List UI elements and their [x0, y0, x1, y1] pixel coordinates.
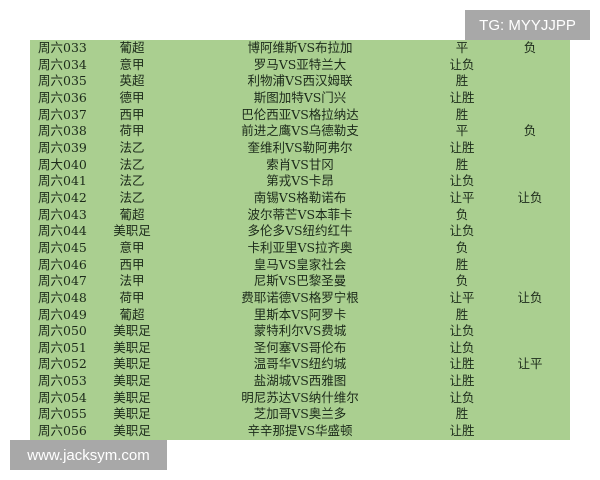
table-row: 周六035 英超 利物浦VS西汉姆联胜 — [38, 73, 469, 89]
match-id: 周六048 — [38, 289, 87, 305]
table-row: 周六049 葡超 里斯本VS阿罗卡胜 — [38, 306, 469, 322]
table-row: 周六050 美职足 蒙特利尔VS费城 让负 — [38, 323, 475, 339]
match-id: 周六035 — [38, 73, 87, 89]
match-id: 周六041 — [38, 173, 87, 189]
table-row: 周六053 美职足 盐湖城VS西雅图 让胜 — [38, 373, 475, 389]
match-id: 周六055 — [38, 406, 87, 422]
table-row: 周六044 美职足 多伦多VS纽约红牛 让负 — [38, 223, 475, 239]
match-id: 周六052 — [38, 356, 87, 372]
watermark-bottom: www.jacksym.com — [10, 440, 167, 470]
match-id: 周六037 — [38, 106, 87, 122]
match-id: 周六036 — [38, 89, 87, 105]
match-id: 周六039 — [38, 139, 87, 155]
match-id: 周六049 — [38, 306, 87, 322]
table-row: 周六045 意甲 卡利亚里VS拉齐奥负 — [38, 239, 469, 255]
match-id: 周六046 — [38, 256, 87, 272]
match-id: 周六034 — [38, 56, 87, 72]
match-id: 周六050 — [38, 323, 87, 339]
table-row: 周六037 西甲 巴伦西亚VS格拉纳达胜 — [38, 106, 469, 122]
match-id: 周六044 — [38, 223, 87, 239]
table-row: 周六056 美职足 辛辛那提VS华盛顿 让胜 — [38, 423, 475, 439]
table-row: 周六042 法乙 南锡VS格勒诺布 让平 让负 — [38, 189, 543, 205]
table-row: 周六038 荷甲 前进之鹰VS乌德勒支平负 — [38, 123, 537, 139]
table-row: 周六048 荷甲 费耶诺德VS格罗宁根 让平 让负 — [38, 289, 543, 305]
match-id: 周六056 — [38, 423, 87, 439]
table-row: 周六047 法甲 尼斯VS巴黎圣曼负 — [38, 273, 469, 289]
watermark-top: TG: MYYJJPP — [465, 10, 590, 40]
table-row: 周六052 美职足 温哥华VS纽约城 让胜 让平 — [38, 356, 543, 372]
match-id: 周六043 — [38, 206, 87, 222]
table-row: 周六043 葡超 波尔蒂芒VS本菲卡负 — [38, 206, 469, 222]
match-id: 周六053 — [38, 373, 87, 389]
table-row: 周大040 法乙 索肖VS甘冈胜 — [38, 156, 469, 172]
match-id: 周六042 — [38, 189, 87, 205]
match-table: 周六033 葡超 博阿维斯VS布拉加平负周六034 意甲 罗马VS亚特兰大 让负 周六035… — [30, 40, 570, 440]
table-row: 周六034 意甲 罗马VS亚特兰大 让负 — [38, 56, 475, 72]
table-row: 周六051 美职足 圣何塞VS哥伦布 让负 — [38, 339, 475, 355]
match-id: 周六047 — [38, 273, 87, 289]
table-row: 周六036 德甲 斯图加特VS门兴 让胜 — [38, 89, 475, 105]
match-id: 周六045 — [38, 239, 87, 255]
match-id: 周大040 — [38, 156, 87, 172]
table-row: 周六055 美职足 芝加哥VS奥兰多胜 — [38, 406, 469, 422]
match-id: 周六033 — [38, 40, 87, 55]
table-row: 周六033 葡超 博阿维斯VS布拉加平负 — [38, 40, 537, 55]
table-row: 周六046 西甲 皇马VS皇家社会胜 — [38, 256, 469, 272]
match-id: 周六038 — [38, 123, 87, 139]
table-row: 周六039 法乙 奎维利VS勒阿弗尔 让胜 — [38, 139, 475, 155]
table-row: 周六041 法乙 第戎VS卡昂 让负 — [38, 173, 475, 189]
match-id: 周六051 — [38, 339, 87, 355]
table-row: 周六054 美职足 明尼苏达VS纳什维尔 让负 — [38, 389, 475, 405]
match-id: 周六054 — [38, 389, 87, 405]
